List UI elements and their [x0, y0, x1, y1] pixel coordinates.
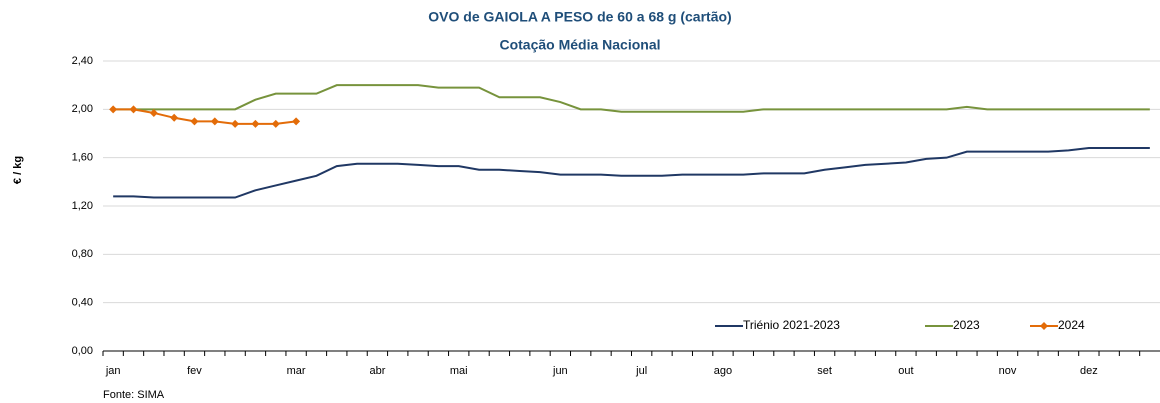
x-tick-label: jul: [635, 365, 647, 377]
source-note: Fonte: SIMA: [103, 389, 165, 401]
point-marker: [292, 117, 301, 126]
legend-label: Triénio 2021-2023: [743, 318, 840, 332]
legend-marker: [1040, 322, 1048, 330]
y-tick-label: 0,80: [72, 248, 93, 260]
legend-label: 2023: [953, 318, 980, 332]
x-tick-label: fev: [187, 365, 202, 377]
x-tick-label: jan: [105, 365, 121, 377]
x-tick-label: dez: [1080, 365, 1098, 377]
legend-label: 2024: [1058, 318, 1085, 332]
y-tick-label: 1,60: [72, 152, 93, 164]
series-line: [113, 108, 297, 125]
x-tick-label: ago: [714, 365, 732, 377]
point-marker: [129, 105, 138, 114]
y-tick-label: 2,40: [72, 55, 93, 67]
series-line: [113, 147, 1150, 199]
point-marker: [210, 117, 219, 126]
chart-title: OVO de GAIOLA A PESO de 60 a 68 g (cartã…: [428, 9, 731, 25]
y-axis-label: € / kg: [12, 156, 24, 184]
point-marker: [251, 119, 260, 128]
point-marker: [231, 119, 240, 128]
x-tick-label: nov: [999, 365, 1017, 377]
point-marker: [271, 119, 280, 128]
y-tick-label: 2,00: [72, 103, 93, 115]
x-tick-label: mai: [450, 365, 468, 377]
point-marker: [149, 108, 158, 117]
chart-subtitle: Cotação Média Nacional: [499, 37, 660, 53]
x-tick-label: jun: [552, 365, 568, 377]
x-tick-label: abr: [369, 365, 385, 377]
point-marker: [109, 105, 118, 114]
point-marker: [170, 113, 179, 122]
x-tick-label: mar: [287, 365, 306, 377]
y-tick-label: 0,40: [72, 297, 93, 309]
x-tick-label: out: [898, 365, 913, 377]
point-marker: [190, 117, 199, 126]
y-tick-label: 1,20: [72, 200, 93, 212]
y-tick-label: 0,00: [72, 345, 93, 357]
series-line: [113, 84, 1150, 113]
x-tick-label: set: [817, 365, 832, 377]
